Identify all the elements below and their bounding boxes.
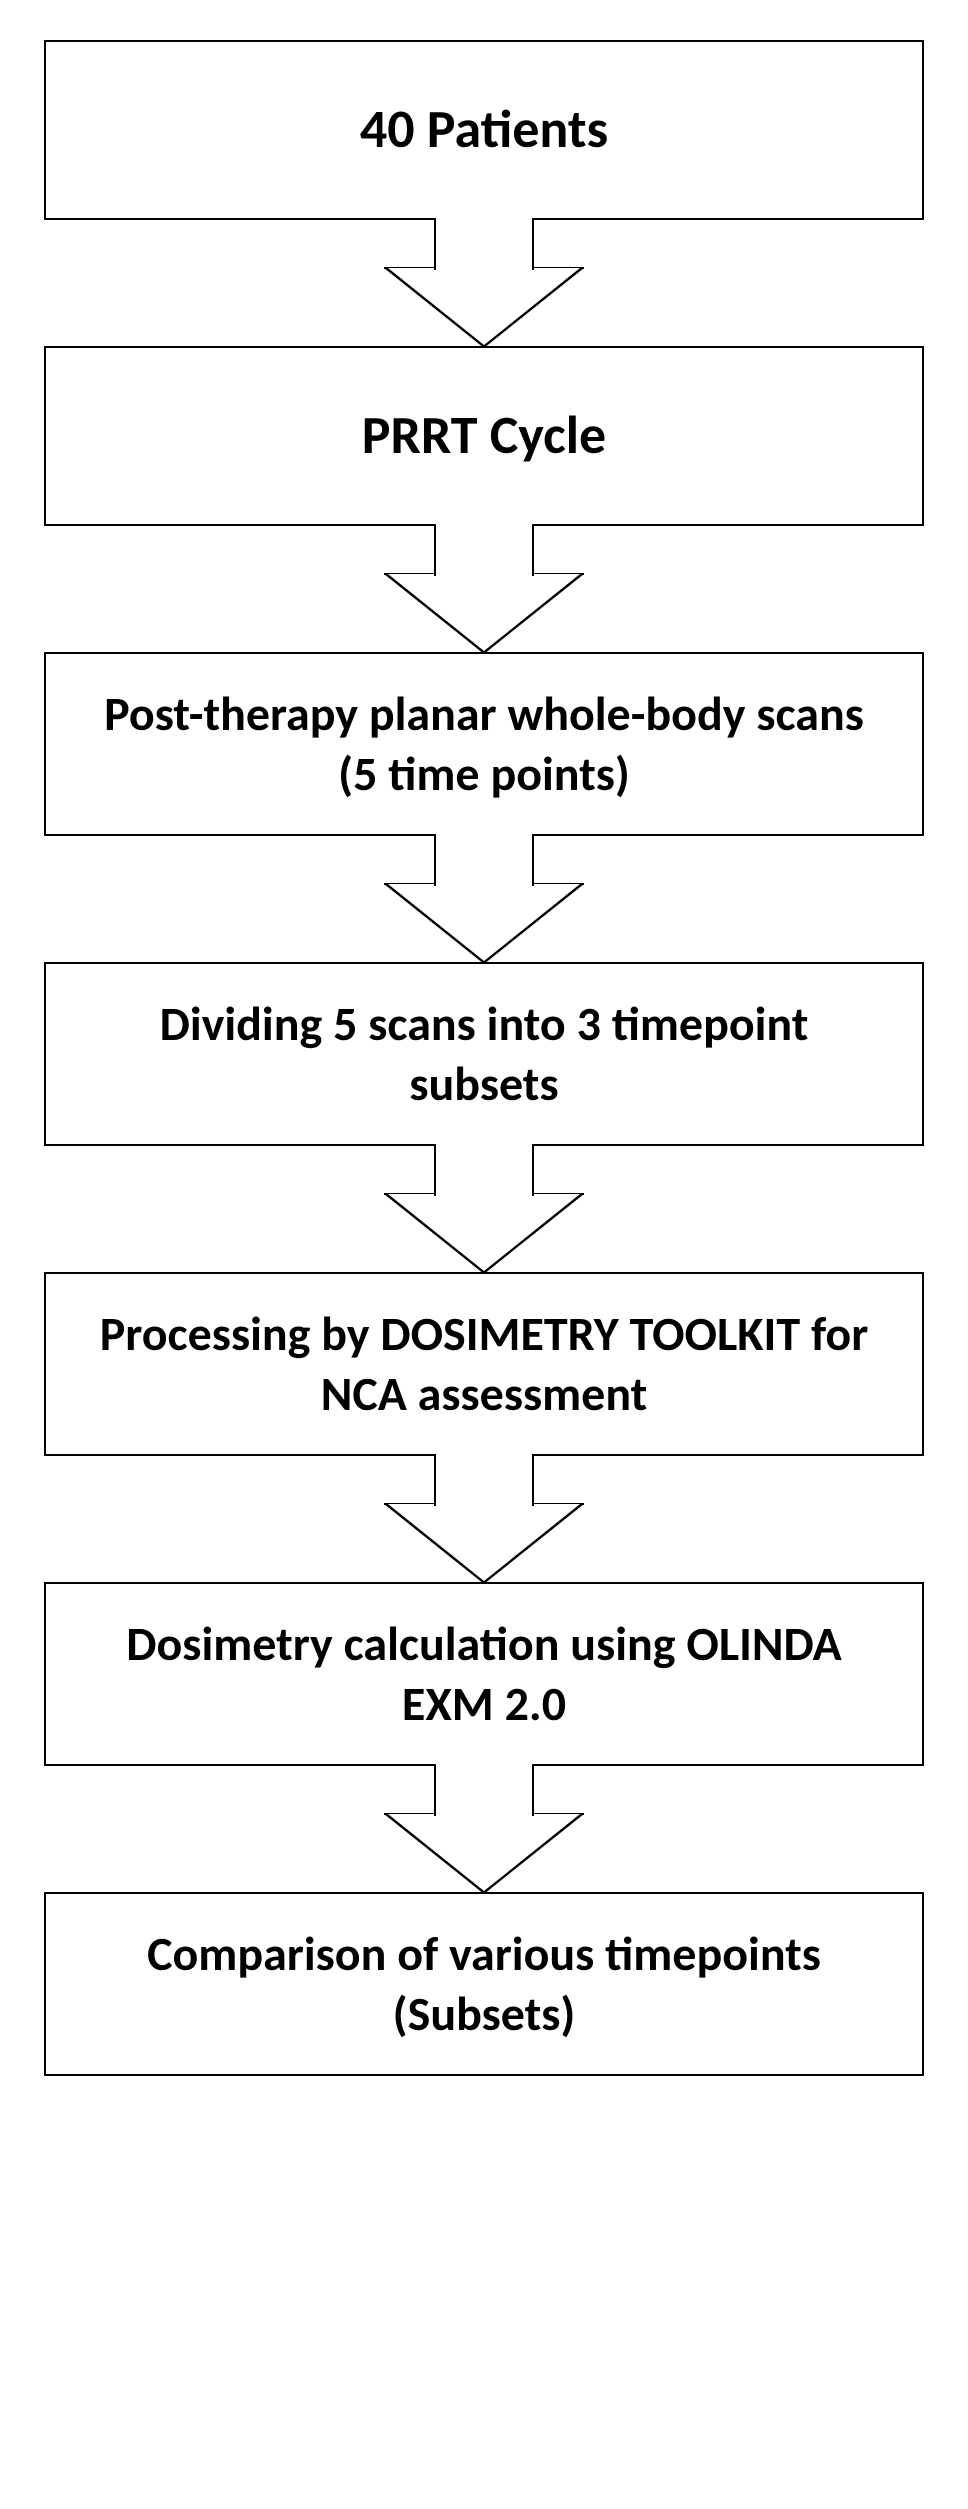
flow-node: Dividing 5 scans into 3 timepoint subset… — [44, 962, 924, 1146]
flow-arrow — [384, 218, 584, 348]
flow-node: Processing by DOSIMETRY TOOLKIT for NCA … — [44, 1272, 924, 1456]
flow-arrow — [384, 1144, 584, 1274]
flow-arrow — [384, 1764, 584, 1894]
flow-node-label: Processing by DOSIMETRY TOOLKIT for NCA … — [86, 1304, 882, 1424]
flow-node: 40 Patients — [44, 40, 924, 220]
flow-arrow — [384, 1454, 584, 1584]
flow-node: Post-therapy planar whole-body scans (5 … — [44, 652, 924, 836]
flow-node-label: Comparison of various timepoints (Subset… — [86, 1924, 882, 2044]
flow-node: Comparison of various timepoints (Subset… — [44, 1892, 924, 2076]
flow-node-label: Dividing 5 scans into 3 timepoint subset… — [86, 994, 882, 1114]
flow-node: PRRT Cycle — [44, 346, 924, 526]
flow-arrow — [384, 834, 584, 964]
flow-node-label: PRRT Cycle — [362, 402, 606, 470]
flow-node: Dosimetry calculation using OLINDA EXM 2… — [44, 1582, 924, 1766]
flow-node-label: Dosimetry calculation using OLINDA EXM 2… — [86, 1614, 882, 1734]
flow-node-label: 40 Patients — [360, 96, 608, 164]
flow-node-label: Post-therapy planar whole-body scans (5 … — [86, 684, 882, 804]
flow-arrow — [384, 524, 584, 654]
flowchart-container: 40 Patients PRRT Cycle Post-therapy planar… — [44, 40, 924, 2076]
